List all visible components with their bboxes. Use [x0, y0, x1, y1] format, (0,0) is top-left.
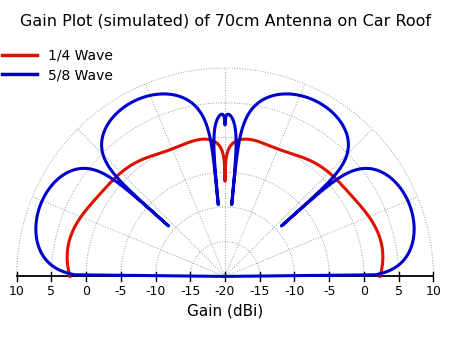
Text: -10: -10: [284, 285, 305, 298]
Text: -20: -20: [215, 285, 235, 298]
Text: Gain Plot (simulated) of 70cm Antenna on Car Roof: Gain Plot (simulated) of 70cm Antenna on…: [19, 14, 431, 29]
Text: -15: -15: [250, 285, 270, 298]
Text: 10: 10: [425, 285, 441, 298]
Text: -15: -15: [180, 285, 200, 298]
Legend: 1/4 Wave, 5/8 Wave: 1/4 Wave, 5/8 Wave: [0, 44, 117, 86]
Text: -5: -5: [323, 285, 335, 298]
Text: -10: -10: [145, 285, 166, 298]
Text: 5: 5: [47, 285, 55, 298]
Text: -5: -5: [115, 285, 127, 298]
Text: Gain (dBi): Gain (dBi): [187, 303, 263, 318]
Text: 0: 0: [82, 285, 90, 298]
Text: 10: 10: [9, 285, 25, 298]
Text: 5: 5: [395, 285, 403, 298]
Text: 0: 0: [360, 285, 368, 298]
